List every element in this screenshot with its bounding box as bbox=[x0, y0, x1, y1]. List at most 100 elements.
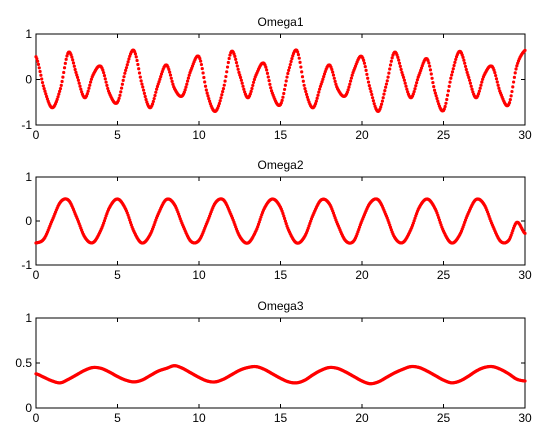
data-point bbox=[257, 220, 261, 224]
data-point bbox=[481, 77, 485, 81]
data-point bbox=[450, 73, 454, 77]
data-point bbox=[72, 64, 76, 68]
data-point bbox=[105, 83, 109, 88]
omega3-ytick-label: 1 bbox=[25, 311, 32, 325]
omega3-xtick-label: 15 bbox=[274, 411, 288, 425]
data-point bbox=[287, 68, 291, 72]
data-point bbox=[56, 95, 60, 99]
data-point bbox=[436, 99, 440, 103]
data-point bbox=[70, 55, 74, 59]
data-point bbox=[65, 54, 69, 58]
data-point bbox=[64, 57, 68, 61]
omega2-xtick-label: 5 bbox=[114, 268, 121, 282]
omega3-xtick-label: 0 bbox=[33, 411, 40, 425]
data-point bbox=[123, 71, 127, 75]
data-point bbox=[44, 92, 48, 96]
data-point bbox=[304, 92, 309, 96]
omega3-ytick-label: 0 bbox=[25, 401, 32, 415]
data-point bbox=[281, 95, 285, 99]
data-point bbox=[317, 90, 321, 94]
data-point bbox=[238, 75, 243, 80]
data-point bbox=[434, 94, 438, 98]
data-point bbox=[267, 79, 271, 83]
data-point bbox=[234, 61, 239, 65]
data-point bbox=[322, 72, 327, 76]
data-point bbox=[412, 219, 416, 223]
omega2-ytick-label: 0 bbox=[25, 214, 32, 228]
data-point bbox=[389, 59, 393, 63]
data-point bbox=[367, 83, 371, 88]
data-point bbox=[225, 70, 229, 74]
data-point bbox=[419, 66, 424, 70]
data-point bbox=[252, 77, 257, 82]
data-point bbox=[450, 70, 455, 74]
data-point bbox=[151, 99, 155, 104]
data-point bbox=[380, 99, 384, 103]
data-point bbox=[233, 54, 237, 59]
data-point bbox=[138, 75, 142, 79]
data-point bbox=[154, 90, 158, 94]
data-point bbox=[73, 67, 77, 72]
data-point bbox=[216, 104, 221, 108]
data-point bbox=[35, 57, 39, 61]
data-point bbox=[203, 80, 207, 84]
data-point bbox=[467, 75, 471, 80]
data-point bbox=[315, 96, 319, 100]
data-point bbox=[284, 222, 288, 226]
data-point bbox=[77, 81, 81, 85]
data-point bbox=[300, 75, 305, 79]
data-point bbox=[287, 65, 292, 70]
data-point bbox=[381, 96, 385, 100]
data-point bbox=[103, 77, 107, 81]
data-point bbox=[256, 222, 261, 226]
data-point bbox=[332, 76, 336, 80]
data-point bbox=[366, 80, 371, 84]
data-point bbox=[330, 67, 334, 72]
data-point bbox=[124, 66, 129, 70]
data-point bbox=[493, 71, 497, 75]
data-point bbox=[133, 52, 138, 56]
data-point bbox=[370, 96, 375, 100]
data-point bbox=[118, 93, 122, 97]
data-point bbox=[237, 70, 241, 74]
data-point bbox=[87, 86, 91, 90]
data-point bbox=[411, 92, 415, 96]
data-point bbox=[428, 64, 432, 68]
data-point bbox=[141, 88, 146, 92]
data-point bbox=[402, 78, 406, 82]
omega2-xtick-label: 0 bbox=[33, 268, 40, 282]
data-point bbox=[451, 67, 455, 71]
data-point bbox=[399, 67, 403, 72]
data-point bbox=[476, 92, 481, 96]
data-point bbox=[127, 215, 131, 220]
data-point bbox=[199, 59, 203, 63]
data-point bbox=[234, 57, 238, 61]
data-point bbox=[507, 100, 512, 105]
data-point bbox=[470, 87, 474, 91]
data-point bbox=[60, 79, 64, 84]
data-point bbox=[268, 82, 272, 86]
data-point bbox=[364, 68, 368, 72]
data-point bbox=[126, 60, 130, 64]
data-point bbox=[301, 79, 305, 83]
data-point bbox=[463, 64, 468, 69]
data-point bbox=[366, 76, 370, 80]
data-point bbox=[401, 75, 406, 80]
data-point bbox=[119, 90, 123, 94]
data-point bbox=[401, 73, 405, 77]
data-point bbox=[427, 61, 431, 65]
omega2-xtick-label: 20 bbox=[355, 268, 369, 282]
data-point bbox=[185, 79, 190, 83]
omega3-series-0 bbox=[34, 364, 527, 386]
omega1-xtick-label: 5 bbox=[114, 128, 121, 142]
data-point bbox=[279, 101, 283, 105]
data-point bbox=[296, 50, 300, 54]
omega3-xtick-label: 25 bbox=[437, 411, 451, 425]
data-point bbox=[331, 73, 336, 77]
omega1-title: Omega1 bbox=[257, 15, 303, 29]
data-point bbox=[86, 89, 90, 93]
data-point bbox=[228, 53, 232, 57]
data-point bbox=[448, 80, 452, 84]
data-point bbox=[444, 101, 448, 105]
data-point bbox=[184, 85, 188, 89]
